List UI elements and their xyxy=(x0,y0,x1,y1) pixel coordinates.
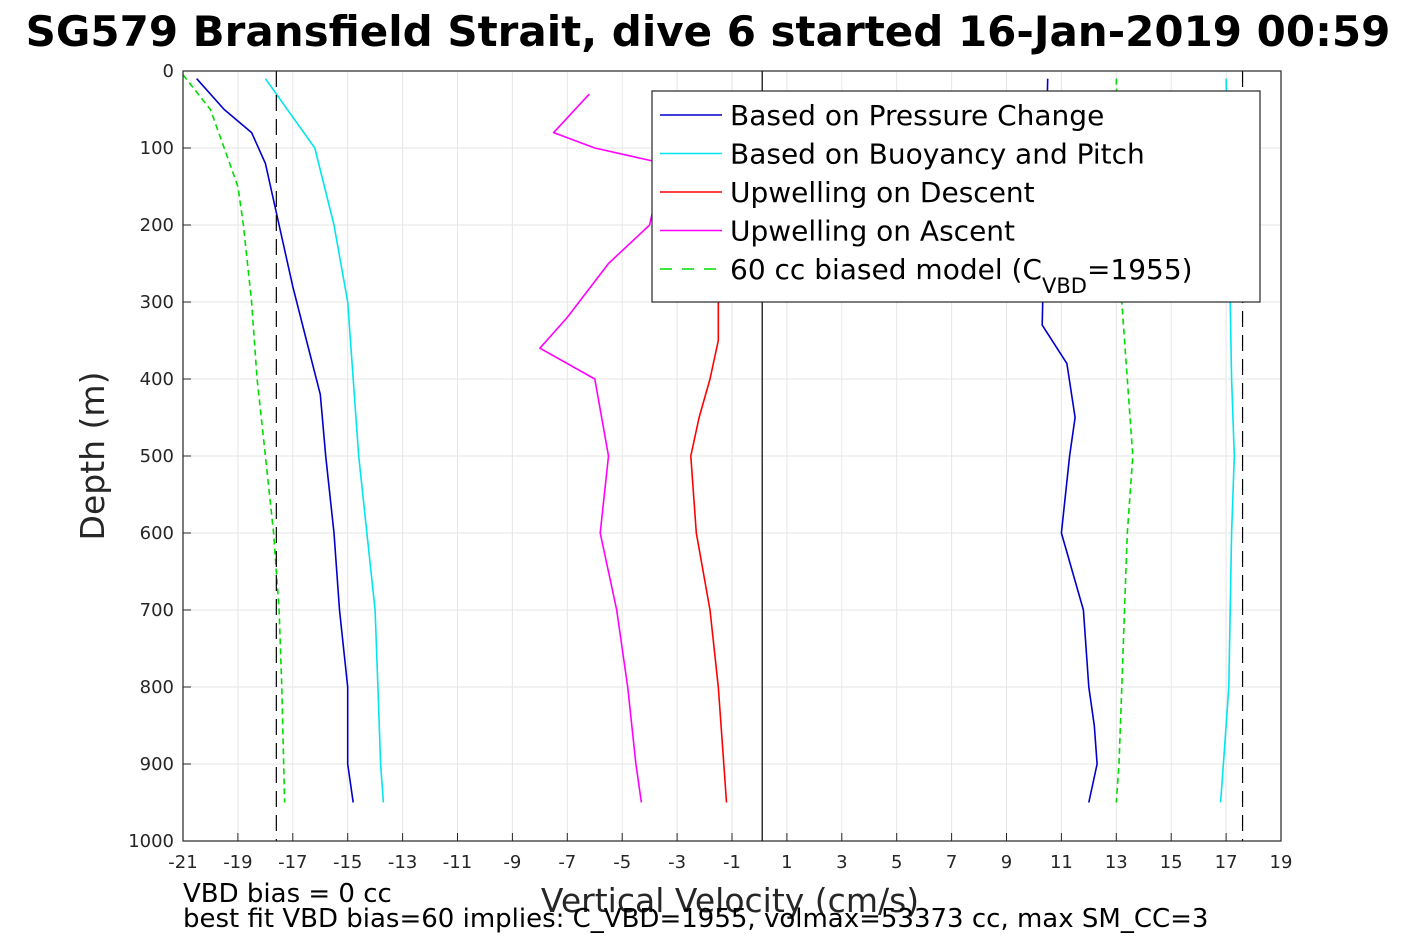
series-3-ascent-line xyxy=(539,93,665,803)
y-tick-label: 100 xyxy=(140,138,174,159)
y-tick-label: 500 xyxy=(140,446,174,467)
x-tick-label: -11 xyxy=(443,852,472,873)
x-tick-label: -9 xyxy=(503,852,521,873)
legend-entry-label: Upwelling on Descent xyxy=(730,176,1035,209)
x-tick-label: 3 xyxy=(836,852,847,873)
y-tick-label: 1000 xyxy=(128,831,174,852)
x-tick-label: -15 xyxy=(333,852,362,873)
y-tick-label: 800 xyxy=(140,677,174,698)
legend-entry-label: Based on Buoyancy and Pitch xyxy=(730,138,1145,171)
series-1-descent-line xyxy=(264,78,385,803)
x-tick-label: 11 xyxy=(1050,852,1073,873)
x-axis-ticks: -21 -19 -17 -15 -13 -11 -9 -7 -5 -3 -1 1 3 5 7 9 11 13 15 1… xyxy=(168,833,1292,873)
series-4-descent-line xyxy=(182,74,286,803)
x-axis-label: Vertical Velocity (cm/s) xyxy=(541,881,919,920)
legend-label-main: 60 cc biased model (C xyxy=(730,253,1042,286)
y-tick-label: 900 xyxy=(140,754,174,775)
x-tick-label: -3 xyxy=(668,852,686,873)
x-tick-label: -21 xyxy=(168,852,197,873)
x-tick-label: -17 xyxy=(278,852,307,873)
x-tick-label: 7 xyxy=(946,852,957,873)
legend: Based on Pressure Change Based on Buoyanc… xyxy=(651,90,1261,303)
x-tick-label: 1 xyxy=(781,852,792,873)
best-fit-note: best fit VBD bias=60 implies: C_VBD=1955… xyxy=(183,904,1208,934)
legend-entry-label: Upwelling on Ascent xyxy=(730,215,1015,248)
y-axis-label: Depth (m) xyxy=(73,372,112,541)
legend-label-subscript: VBD xyxy=(1042,274,1087,298)
legend-box xyxy=(651,90,1261,303)
legend-label-tail: =1955) xyxy=(1087,253,1193,286)
x-tick-label: -1 xyxy=(723,852,741,873)
series-2-descent-line xyxy=(689,302,728,803)
x-tick-label: 13 xyxy=(1105,852,1128,873)
series-0-ascent-line xyxy=(1041,78,1098,803)
y-tick-label: 700 xyxy=(140,600,174,621)
x-tick-label: 9 xyxy=(1001,852,1012,873)
y-axis-ticks: 0 100 200 300 400 500 600 700 800 900 1000 xyxy=(128,61,191,852)
y-tick-label: 0 xyxy=(163,61,174,82)
x-tick-label: -13 xyxy=(388,852,417,873)
chart-title: SG579 Bransfield Strait, dive 6 started … xyxy=(26,7,1391,56)
legend-entry-label: 60 cc biased model (CVBD=1955) xyxy=(730,253,1193,298)
y-tick-label: 600 xyxy=(140,523,174,544)
x-tick-label: -5 xyxy=(613,852,631,873)
y-tick-label: 300 xyxy=(140,292,174,313)
y-tick-label: 400 xyxy=(140,369,174,390)
series-layer xyxy=(182,74,1236,803)
vbd-bias-note: VBD bias = 0 cc xyxy=(183,879,392,909)
x-tick-label: -19 xyxy=(223,852,252,873)
y-tick-label: 200 xyxy=(140,215,174,236)
x-tick-label: 15 xyxy=(1160,852,1183,873)
x-tick-label: 5 xyxy=(891,852,902,873)
x-tick-label: 19 xyxy=(1270,852,1293,873)
series-0-descent-line xyxy=(196,78,354,803)
series-4-ascent-line xyxy=(1115,78,1134,803)
x-tick-label: -7 xyxy=(558,852,576,873)
x-tick-label: 17 xyxy=(1215,852,1238,873)
legend-entry-label: Based on Pressure Change xyxy=(730,99,1104,132)
